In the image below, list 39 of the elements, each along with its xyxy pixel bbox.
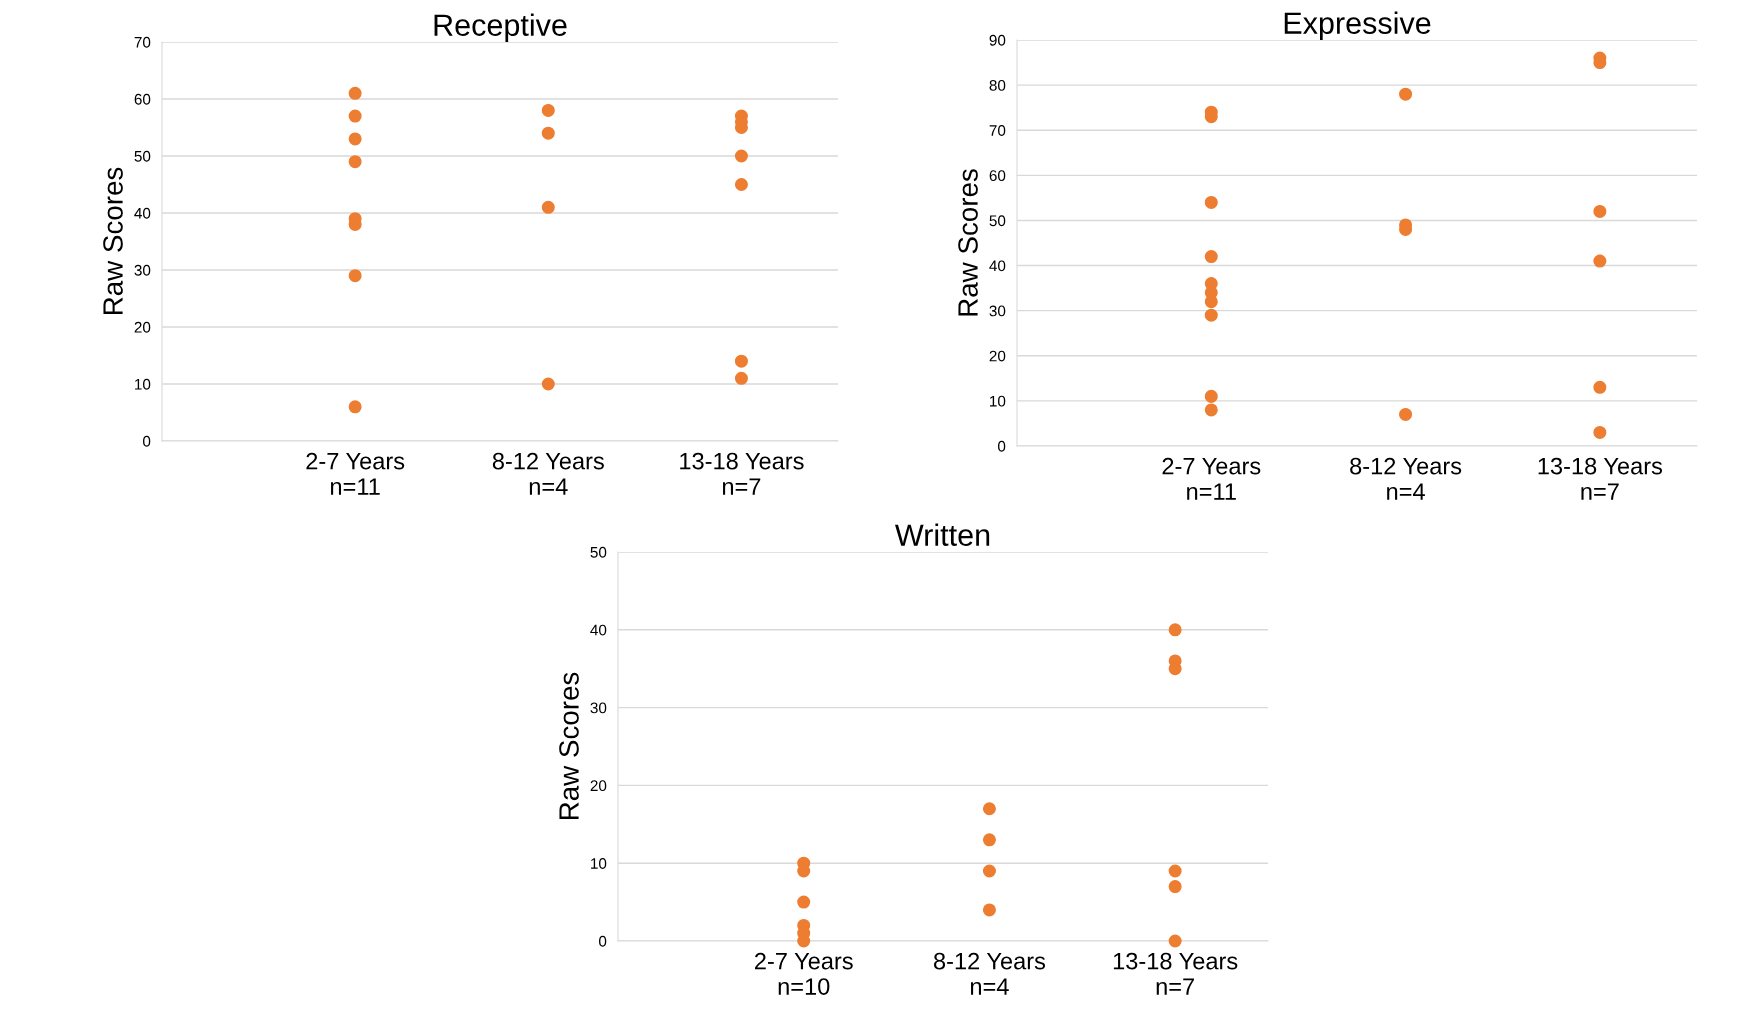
y-tick-label: 20 bbox=[590, 780, 607, 792]
y-tick-label: 50 bbox=[989, 215, 1006, 227]
y-tick-label: 20 bbox=[989, 350, 1006, 362]
y-tick-label: 10 bbox=[135, 378, 151, 390]
x-tick-label: 8-12 Years n=4 bbox=[492, 452, 604, 495]
y-tick-label: 0 bbox=[598, 935, 607, 947]
y-tick-label: 10 bbox=[990, 395, 1006, 407]
y-tick-label: 30 bbox=[590, 702, 607, 714]
y-tick-label: 70 bbox=[989, 125, 1006, 136]
y-tick-label: 40 bbox=[590, 624, 607, 636]
y-tick-label: 50 bbox=[134, 150, 151, 162]
y-tick-label: 70 bbox=[134, 36, 151, 48]
y-axis-title: Raw Scores bbox=[103, 167, 123, 315]
x-tick-label: 8-12 Years n=4 bbox=[933, 952, 1046, 995]
x-tick-label: 13-18 Years n=7 bbox=[680, 452, 804, 495]
chart-title: Written bbox=[895, 523, 990, 546]
y-tick-label: 0 bbox=[997, 440, 1006, 452]
y-axis-title: Raw Scores bbox=[559, 672, 579, 820]
x-tick-label: 13-18 Years n=7 bbox=[1538, 457, 1663, 500]
y-tick-label: 60 bbox=[989, 170, 1006, 182]
y-tick-label: 30 bbox=[989, 305, 1006, 317]
y-tick-label: 90 bbox=[989, 34, 1006, 46]
x-tick-label: 2-7 Years n=11 bbox=[1162, 457, 1261, 500]
y-tick-label: 30 bbox=[134, 264, 151, 276]
x-tick-label: 2-7 Years n=11 bbox=[306, 452, 405, 495]
x-tick-label: 2-7 Years n=10 bbox=[755, 952, 853, 995]
y-tick-label: 0 bbox=[142, 435, 151, 447]
x-tick-label: 13-18 Years n=7 bbox=[1113, 952, 1238, 995]
y-tick-label: 50 bbox=[590, 546, 607, 558]
chart-title: Expressive bbox=[1284, 11, 1431, 40]
y-tick-label: 20 bbox=[134, 321, 151, 333]
chart-title: Receptive bbox=[434, 13, 567, 42]
y-tick-label: 60 bbox=[134, 93, 151, 105]
y-tick-label: 40 bbox=[134, 207, 151, 219]
y-axis-title: Raw Scores bbox=[958, 169, 978, 316]
y-tick-label: 80 bbox=[989, 79, 1006, 91]
y-tick-label: 40 bbox=[989, 260, 1006, 272]
x-tick-label: 8-12 Years n=4 bbox=[1350, 457, 1462, 500]
y-tick-label: 10 bbox=[591, 858, 607, 869]
